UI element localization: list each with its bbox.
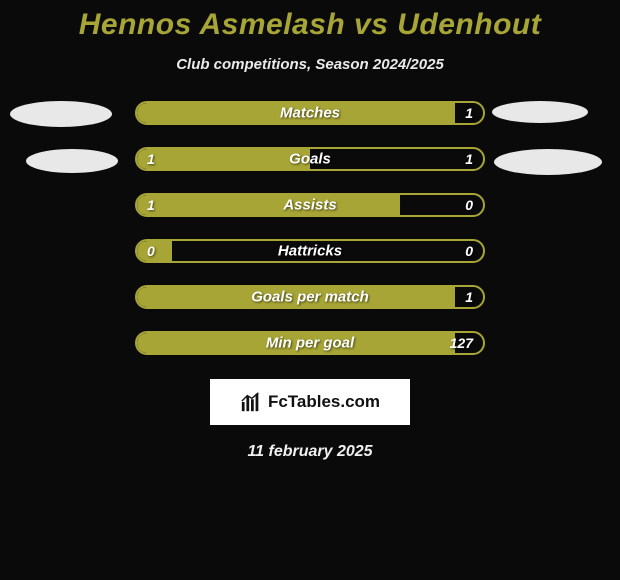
stats-list: Matches 1 1 Goals 1 1 Assists 0 0 Hattricks 0 Goals… [135, 101, 485, 355]
subtitle: Club competitions, Season 2024/2025 [0, 56, 620, 73]
decorative-ellipse [26, 149, 118, 173]
stat-left-value: 1 [147, 197, 155, 213]
stat-bar-fill [137, 195, 400, 215]
stat-right-value: 0 [465, 243, 473, 259]
stat-left-value: 1 [147, 151, 155, 167]
stat-bar-fill [137, 149, 310, 169]
brand-logo: FcTables.com [210, 379, 410, 425]
stat-label: Goals per match [251, 289, 369, 306]
stat-right-value: 0 [465, 197, 473, 213]
stat-row: Min per goal 127 [135, 331, 485, 355]
stat-right-value: 127 [450, 335, 473, 351]
chart-bars-icon [240, 391, 262, 413]
stat-right-value: 1 [465, 289, 473, 305]
stat-row: 1 Assists 0 [135, 193, 485, 217]
stat-left-value: 0 [147, 243, 155, 259]
stat-label: Assists [283, 197, 336, 214]
page-title: Hennos Asmelash vs Udenhout [0, 8, 620, 42]
stat-label: Matches [280, 105, 340, 122]
decorative-ellipse [10, 101, 112, 127]
stat-right-value: 1 [465, 105, 473, 121]
stat-right-value: 1 [465, 151, 473, 167]
decorative-ellipse [492, 101, 588, 123]
stat-row: 0 Hattricks 0 [135, 239, 485, 263]
date-text: 11 february 2025 [0, 443, 620, 461]
stat-label: Hattricks [278, 243, 342, 260]
stat-label: Min per goal [266, 335, 354, 352]
stat-row: Matches 1 [135, 101, 485, 125]
stat-label: Goals [289, 151, 331, 168]
stat-row: Goals per match 1 [135, 285, 485, 309]
brand-logo-text: FcTables.com [268, 392, 380, 412]
decorative-ellipse [494, 149, 602, 175]
infographic-container: Hennos Asmelash vs Udenhout Club competi… [0, 0, 620, 580]
chart-area: Matches 1 1 Goals 1 1 Assists 0 0 Hattricks 0 Goals… [0, 101, 620, 355]
stat-row: 1 Goals 1 [135, 147, 485, 171]
